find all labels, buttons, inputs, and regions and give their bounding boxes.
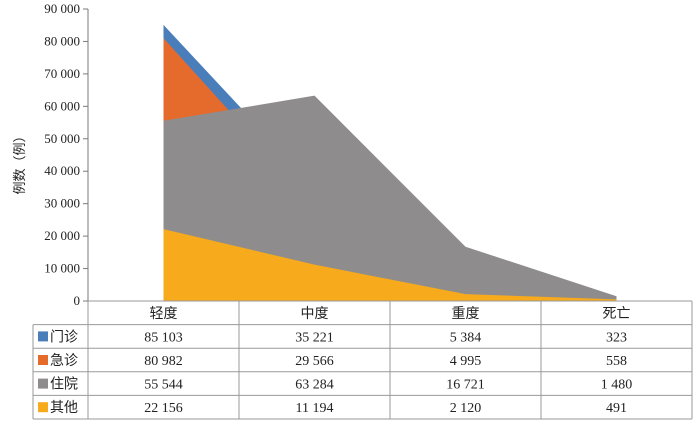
y-tick-label-7: 70 000 — [44, 66, 80, 81]
series-name-1: 门诊 — [50, 329, 78, 345]
y-tick-labels: 0 10 000 20 000 30 000 40 000 50 000 60 000 70 … — [44, 1, 80, 308]
y-tick-label-9: 90 000 — [44, 1, 80, 16]
y-tick-label-0: 0 — [74, 293, 81, 308]
legend-swatch-2 — [38, 355, 48, 365]
data-label-s3-c1: 55 544 — [144, 378, 183, 393]
x-category-label-3: 死亡 — [603, 306, 631, 322]
area-4 — [163, 229, 617, 301]
data-label-s1-c3: 5 384 — [450, 330, 482, 345]
y-tick-label-6: 60 000 — [44, 98, 80, 113]
area-3 — [163, 95, 617, 301]
data-label-s4-c4: 491 — [606, 401, 627, 416]
x-category-label-0: 轻度 — [150, 306, 178, 322]
y-tick-label-5: 50 000 — [44, 131, 80, 146]
data-label-s1-c2: 35 221 — [295, 330, 334, 345]
data-label-s3-c3: 16 721 — [446, 378, 485, 393]
data-label-s1-c4: 323 — [606, 330, 627, 345]
legend-swatch-4 — [38, 402, 48, 413]
area-series-group — [163, 24, 617, 302]
legend-swatch-3 — [38, 378, 48, 389]
data-label-s2-c1: 80 982 — [144, 354, 183, 369]
axes-group — [83, 8, 89, 302]
x-category-label-2: 重度 — [452, 306, 480, 322]
data-label-s3-c4: 1 480 — [601, 378, 633, 393]
data-label-s2-c3: 4 995 — [450, 354, 482, 369]
data-label-s1-c1: 85 103 — [144, 330, 183, 345]
data-label-s4-c1: 22 156 — [144, 401, 183, 416]
data-label-s3-c2: 63 284 — [295, 378, 334, 393]
series-name-3: 住院 — [50, 377, 78, 393]
data-label-s4-c2: 11 194 — [296, 401, 334, 416]
y-tick-label-1: 10 000 — [44, 261, 80, 276]
data-label-s2-c2: 29 566 — [295, 354, 334, 369]
legend-swatch-1 — [38, 331, 48, 342]
series-name-4: 其他 — [50, 400, 78, 416]
y-tick-label-3: 30 000 — [44, 196, 80, 211]
data-label-s4-c3: 2 120 — [450, 401, 482, 416]
x-category-label-1: 中度 — [301, 306, 329, 322]
y-tick-label-4: 40 000 — [44, 163, 80, 178]
y-tick-label-2: 20 000 — [44, 228, 80, 243]
y-axis-label: 例数（例） — [12, 129, 27, 194]
y-tick-label-8: 80 000 — [44, 33, 80, 48]
data-label-s2-c4: 558 — [606, 354, 627, 369]
series-name-2: 急诊 — [50, 353, 78, 369]
